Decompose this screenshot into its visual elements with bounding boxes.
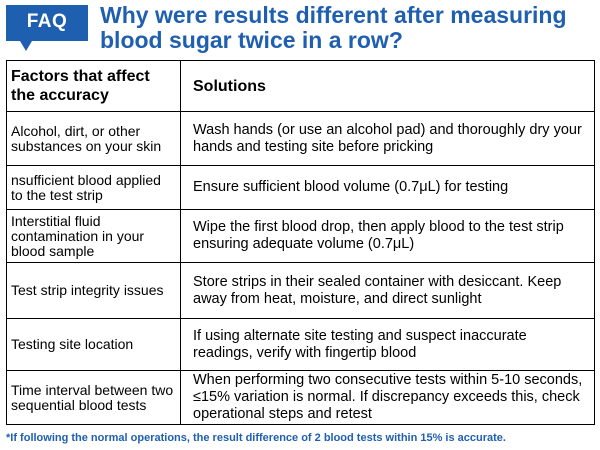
solution-cell: Store strips in their sealed container w…: [180, 262, 595, 319]
solution-cell: Wipe the first blood drop, then apply bl…: [180, 209, 595, 263]
accuracy-factors-table: Factors that affect the accuracy Solutio…: [6, 60, 595, 425]
solution-column-header: Solutions: [180, 60, 595, 112]
factor-header-line-1: Factors that affect: [11, 68, 150, 85]
table-row: Testing site location If using alternate…: [6, 318, 595, 371]
table-row: Test strip integrity issues Store strips…: [6, 262, 595, 319]
table-row: nsufficient blood applied to the test st…: [6, 165, 595, 210]
factor-column-header: Factors that affect the accuracy: [6, 60, 181, 112]
accuracy-footnote: *If following the normal operations, the…: [6, 432, 506, 444]
faq-label: FAQ: [26, 11, 68, 32]
factor-cell: Interstitial fluid contamination in your…: [6, 209, 181, 263]
table-row: Time interval between two sequential blo…: [6, 370, 595, 425]
faq-speech-bubble-icon: [6, 5, 88, 51]
solution-cell: Ensure sufficient blood volume (0.7μL) f…: [180, 165, 595, 210]
table-row: Alcohol, dirt, or other substances on yo…: [6, 111, 595, 166]
page-title-line-2: blood sugar twice in a row?: [100, 27, 403, 53]
solution-cell: When performing two consecutive tests wi…: [180, 370, 595, 425]
faq-badge: FAQ: [6, 5, 88, 51]
factor-cell: Test strip integrity issues: [6, 262, 181, 319]
factor-cell: Testing site location: [6, 318, 181, 371]
solution-cell: Wash hands (or use an alcohol pad) and t…: [180, 111, 595, 166]
factor-header-line-2: the accuracy: [11, 87, 109, 104]
page-header: FAQ Why were results different after mea…: [0, 0, 600, 58]
table-header-row: Factors that affect the accuracy Solutio…: [6, 60, 595, 112]
page-title: Why were results different after measuri…: [100, 3, 595, 53]
factor-cell: nsufficient blood applied to the test st…: [6, 165, 181, 210]
factor-cell: Alcohol, dirt, or other substances on yo…: [6, 111, 181, 166]
table-row: Interstitial fluid contamination in your…: [6, 209, 595, 263]
factor-cell: Time interval between two sequential blo…: [6, 370, 181, 425]
page-title-line-1: Why were results different after measuri…: [100, 2, 567, 28]
solution-cell: If using alternate site testing and susp…: [180, 318, 595, 371]
